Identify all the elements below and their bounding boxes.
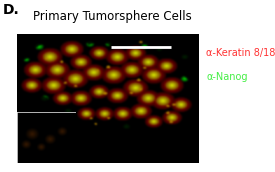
Text: α-Keratin 8/18: α-Keratin 8/18	[206, 48, 275, 58]
Text: α-Nanog: α-Nanog	[206, 72, 248, 82]
Text: D.: D.	[3, 3, 20, 17]
Text: Primary Tumorsphere Cells: Primary Tumorsphere Cells	[33, 10, 192, 23]
